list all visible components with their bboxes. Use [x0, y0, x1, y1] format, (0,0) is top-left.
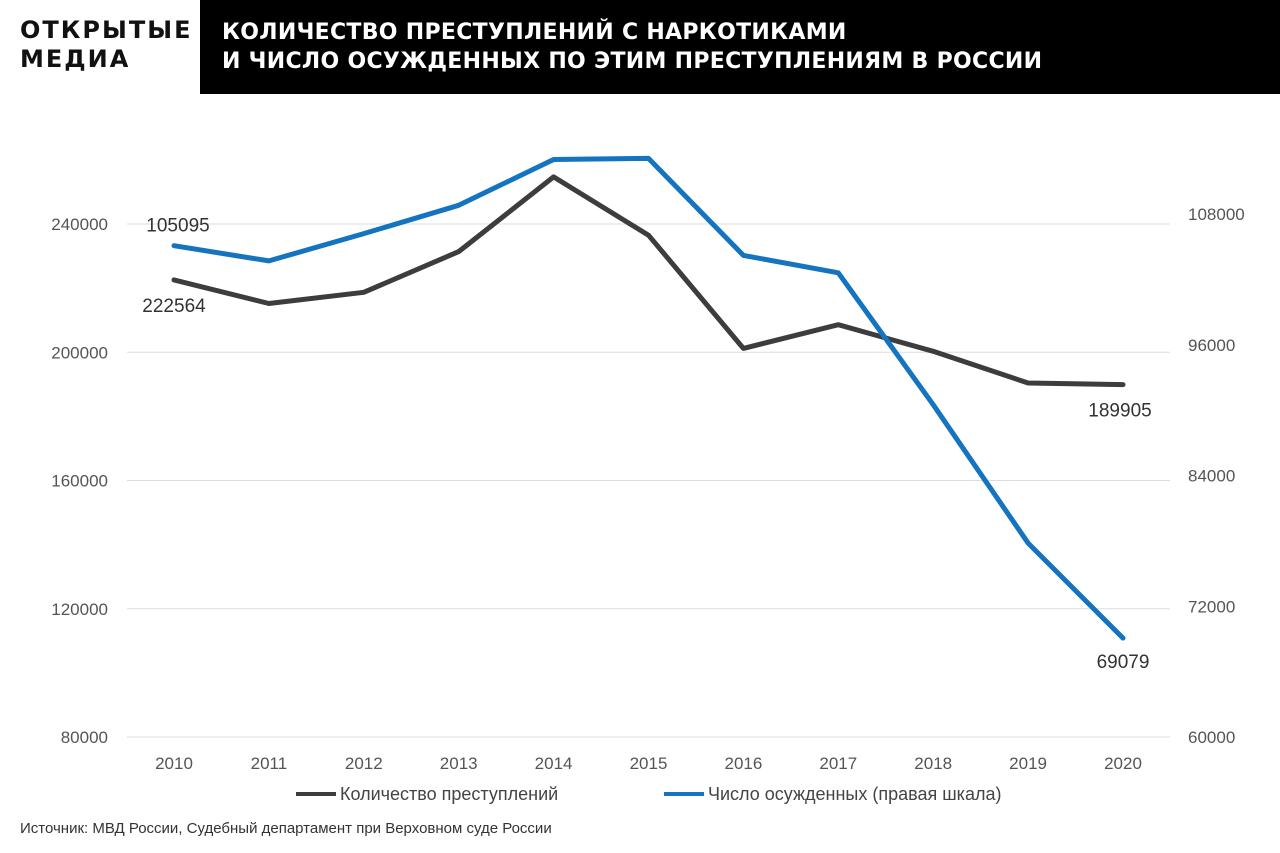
x-axis-tick-label: 2018 [914, 754, 952, 773]
legend-item-crimes: Количество преступлений [296, 782, 558, 806]
legend-swatch-crimes [296, 792, 336, 796]
data-label: 222564 [142, 296, 206, 317]
right-axis-tick-label: 108000 [1188, 205, 1245, 224]
header: ОТКРЫТЫЕ МЕДИА КОЛИЧЕСТВО ПРЕСТУПЛЕНИЙ С… [0, 0, 1280, 94]
brand-logo: ОТКРЫТЫЕ МЕДИА [0, 0, 200, 94]
chart-title-line-2: И ЧИСЛО ОСУЖДЕННЫХ ПО ЭТИМ ПРЕСТУПЛЕНИЯМ… [222, 49, 1043, 74]
x-axis-tick-label: 2017 [819, 754, 857, 773]
data-label: 105095 [146, 216, 209, 237]
brand-line-2: МЕДИА [20, 45, 131, 73]
series-line-crimes [171, 174, 1126, 388]
legend-swatch-convicted [664, 792, 704, 796]
right-axis-tick-label: 72000 [1188, 597, 1235, 616]
left-axis-tick-label: 160000 [51, 472, 108, 491]
source-note: Источник: МВД России, Судебный департаме… [20, 820, 552, 837]
right-axis-tick-label: 84000 [1188, 467, 1235, 486]
x-axis-tick-label: 2019 [1009, 754, 1047, 773]
title-banner: КОЛИЧЕСТВО ПРЕСТУПЛЕНИЙ С НАРКОТИКАМИ И … [200, 0, 1280, 94]
x-axis-tick-label: 2015 [630, 754, 668, 773]
data-label: 189905 [1088, 401, 1151, 422]
x-axis-tick-label: 2014 [535, 754, 573, 773]
left-axis-tick-label: 240000 [51, 215, 108, 234]
brand-line-1: ОТКРЫТЫЕ [20, 16, 193, 44]
x-axis-tick-label: 2011 [251, 754, 288, 773]
data-label: 69079 [1097, 652, 1150, 673]
series-line-convicted [171, 155, 1126, 641]
chart-title-line-1: КОЛИЧЕСТВО ПРЕСТУПЛЕНИЙ С НАРКОТИКАМИ [222, 20, 847, 45]
legend-item-convicted: Число осужденных (правая шкала) [664, 782, 1001, 806]
x-axis-tick-label: 2012 [345, 754, 383, 773]
x-axis-tick-label: 2016 [724, 754, 762, 773]
left-axis-tick-label: 200000 [51, 343, 108, 362]
x-axis-tick-label: 2013 [440, 754, 478, 773]
x-axis-tick-label: 2010 [155, 754, 193, 773]
x-axis-tick-label: 2020 [1104, 754, 1142, 773]
left-axis-tick-label: 120000 [51, 600, 108, 619]
right-axis-tick-label: 60000 [1188, 728, 1235, 747]
left-axis-tick-label: 80000 [61, 728, 108, 747]
legend-label-crimes: Количество преступлений [340, 783, 559, 804]
right-axis-tick-label: 96000 [1188, 336, 1235, 355]
line-chart: 80000 120000 160000 200000 240000 60000 72000 8… [51, 155, 1245, 773]
legend-label-convicted: Число осужденных (правая шкала) [708, 783, 1002, 804]
